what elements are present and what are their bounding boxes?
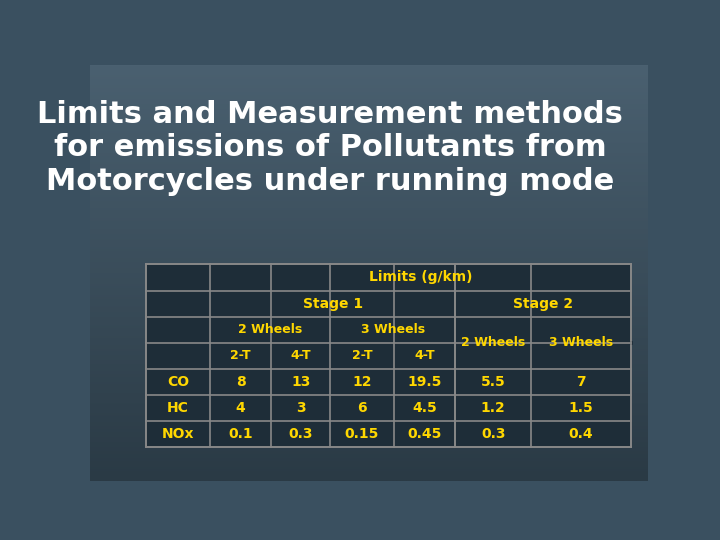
Text: 4: 4: [235, 401, 246, 415]
Text: 0.4: 0.4: [569, 427, 593, 441]
Text: 0.1: 0.1: [228, 427, 253, 441]
Text: 0.15: 0.15: [345, 427, 379, 441]
Text: Limits and Measurement methods
for emissions of Pollutants from
Motorcycles unde: Limits and Measurement methods for emiss…: [37, 100, 623, 196]
Text: 3 Wheels: 3 Wheels: [549, 336, 613, 349]
Text: 6: 6: [357, 401, 366, 415]
Text: CO: CO: [167, 375, 189, 389]
Text: 8: 8: [235, 375, 246, 389]
Text: 1.5: 1.5: [569, 401, 593, 415]
Text: HC: HC: [167, 401, 189, 415]
Text: 13: 13: [291, 375, 310, 389]
Text: 3 Wheels: 3 Wheels: [361, 323, 425, 336]
Bar: [145, 265, 631, 447]
Text: 7: 7: [576, 375, 586, 389]
Text: 4-T: 4-T: [290, 349, 311, 362]
Text: 0.3: 0.3: [481, 427, 505, 441]
Text: NOx: NOx: [161, 427, 194, 441]
Text: Limits (g/km): Limits (g/km): [369, 271, 472, 285]
Text: 4.5: 4.5: [413, 401, 437, 415]
Text: Stage 2: Stage 2: [513, 296, 573, 310]
Text: 5.5: 5.5: [481, 375, 505, 389]
Text: 2 Wheels: 2 Wheels: [461, 336, 526, 349]
Text: 0.45: 0.45: [408, 427, 442, 441]
Text: 1.2: 1.2: [481, 401, 505, 415]
Text: Stage 1: Stage 1: [302, 296, 363, 310]
Text: 2-T: 2-T: [230, 349, 251, 362]
Text: 19.5: 19.5: [408, 375, 442, 389]
Text: 12: 12: [352, 375, 372, 389]
Text: 3: 3: [296, 401, 305, 415]
Text: 2 Wheels: 2 Wheels: [238, 323, 302, 336]
Text: 4-T: 4-T: [415, 349, 435, 362]
Text: 0.3: 0.3: [289, 427, 313, 441]
Text: 2-T: 2-T: [351, 349, 372, 362]
